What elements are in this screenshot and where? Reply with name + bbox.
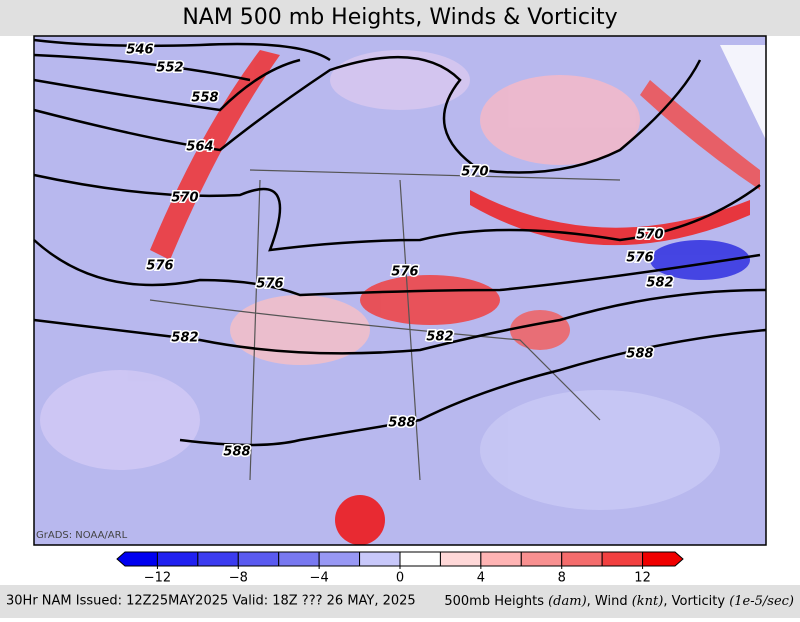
contour-label: 546 <box>126 43 153 58</box>
vorticity-field <box>40 45 766 545</box>
colorbar-bin <box>116 551 158 567</box>
footer-right-part: (dam) <box>548 594 587 609</box>
colorbar: −12 −8 −4 0 4 8 12 <box>116 551 684 586</box>
contour-label: 582 <box>171 331 198 346</box>
contour-label: 570 <box>171 191 198 206</box>
contour-label: 588 <box>626 347 653 362</box>
footer-bar <box>0 585 800 618</box>
colorbar-bin <box>156 551 199 567</box>
contour-label: 582 <box>646 276 673 291</box>
colorbar-tick-label: −8 <box>229 571 248 586</box>
colorbar-tick-label: 12 <box>634 571 651 586</box>
colorbar-bin <box>439 551 482 567</box>
footer-right-part: , Wind <box>587 594 632 609</box>
colorbar-bin <box>601 551 644 567</box>
footer-right-part: 500mb Heights <box>444 594 548 609</box>
colorbar-bin <box>197 551 239 567</box>
contour-label: 588 <box>388 416 415 431</box>
height-contours <box>33 38 767 447</box>
colorbar-bin <box>520 551 563 567</box>
colorbar-bin <box>359 551 401 567</box>
footer-right-part: (1e-5/sec) <box>729 594 794 609</box>
footer-left: 30Hr NAM Issued: 12Z25MAY2025 Valid: 18Z… <box>6 594 416 609</box>
contour-label: 588 <box>223 445 250 460</box>
contour-label: 576 <box>391 265 418 280</box>
colorbar-bin <box>237 551 280 567</box>
colorbar-bin <box>399 551 441 567</box>
colorbar-bin <box>561 551 603 567</box>
title-bar <box>0 0 800 36</box>
colorbar-bin <box>318 551 361 567</box>
footer-right-part: , Vorticity <box>663 594 729 609</box>
colorbar-tick-label: 8 <box>558 571 566 586</box>
contour-label: 552 <box>156 61 183 76</box>
contour-label: 558 <box>191 91 218 106</box>
colorbar-bin <box>642 551 684 567</box>
title: NAM 500 mb Heights, Winds & Vorticity <box>182 5 617 30</box>
contour-label: 576 <box>626 251 653 266</box>
credit: GrADS: NOAA/ARL <box>36 530 128 541</box>
borders <box>149 169 621 481</box>
map-frame <box>33 35 767 546</box>
footer-right-part: (knt) <box>632 594 664 609</box>
colorbar-bin <box>480 551 522 567</box>
colorbar-tick-label: −4 <box>310 571 329 586</box>
contour-label: 576 <box>146 259 173 274</box>
contour-label: 564 <box>186 140 213 155</box>
contour-label: 570 <box>636 228 663 243</box>
footer-right: 500mb Heights (dam), Wind (knt), Vortici… <box>444 594 794 609</box>
colorbar-tick-label: −12 <box>144 571 171 586</box>
contour-label: 576 <box>256 277 283 292</box>
contour-label: 570 <box>461 165 488 180</box>
colorbar-bin <box>278 551 320 567</box>
contour-label: 582 <box>426 330 453 345</box>
colorbar-tick-label: 0 <box>396 571 404 586</box>
colorbar-tick-label: 4 <box>477 571 485 586</box>
